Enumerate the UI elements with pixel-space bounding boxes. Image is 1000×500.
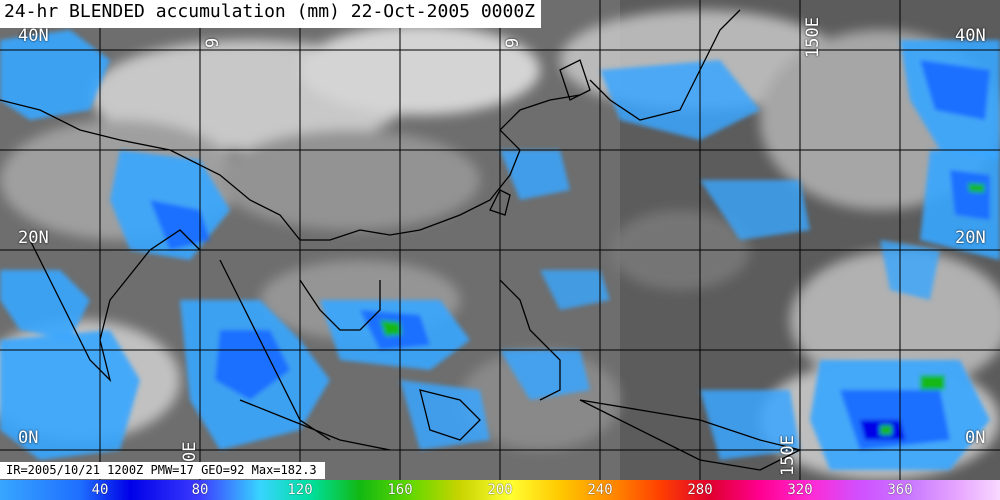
- colorbar-tick: 200: [487, 482, 513, 498]
- colorbar-tick: 120: [287, 482, 313, 498]
- colorbar-gradient: [0, 480, 1000, 500]
- lat-lon-grid: [0, 0, 1000, 480]
- map-title: 24-hr BLENDED accumulation (mm) 22-Oct-2…: [0, 0, 542, 28]
- colorbar-tick: 360: [887, 482, 913, 498]
- colorbar-tick: 320: [787, 482, 813, 498]
- lon-label-bottom-right: 150E: [778, 435, 798, 476]
- precipitation-map: [0, 0, 1000, 480]
- lat-label-40n-left: 40N: [18, 26, 49, 46]
- colorbar-tick: 240: [587, 482, 613, 498]
- lat-label-20n-left: 20N: [18, 228, 49, 248]
- coastlines: [0, 9, 802, 471]
- lat-label-0n-right: 0N: [965, 428, 986, 448]
- lat-label-40n-right: 40N: [955, 26, 986, 46]
- lat-label-20n-right: 20N: [955, 228, 986, 248]
- data-info-caption: IR=2005/10/21 1200Z PMW=17 GEO=92 Max=18…: [0, 462, 325, 479]
- lon-label-bottom-left: 0E: [180, 441, 200, 462]
- lat-label-0n-left: 0N: [18, 428, 39, 448]
- colorbar-tick: 160: [387, 482, 413, 498]
- lon-label-top-mid: 9: [503, 37, 523, 48]
- colorbar-legend: 40 80 120 160 200 240 280 320 360: [0, 480, 1000, 500]
- lon-label-top-left: 9: [203, 37, 223, 48]
- colorbar-tick: 280: [687, 482, 713, 498]
- colorbar-tick: 80: [191, 482, 209, 498]
- colorbar-tick: 40: [91, 482, 109, 498]
- lon-label-top-right: 150E: [803, 17, 823, 58]
